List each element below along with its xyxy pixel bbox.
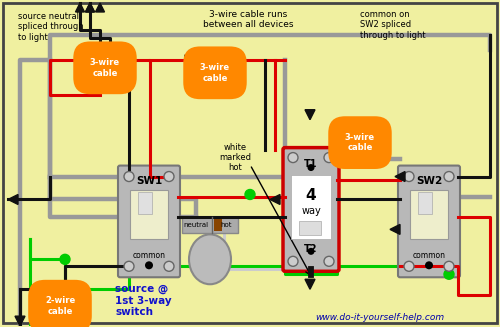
FancyBboxPatch shape xyxy=(118,165,180,277)
FancyBboxPatch shape xyxy=(283,147,339,271)
Circle shape xyxy=(425,261,433,269)
Text: source @
1st 3-way
switch: source @ 1st 3-way switch xyxy=(115,284,172,318)
Circle shape xyxy=(124,261,134,271)
Circle shape xyxy=(164,261,174,271)
Bar xyxy=(291,175,331,239)
Circle shape xyxy=(444,261,454,271)
Polygon shape xyxy=(86,3,94,12)
Bar xyxy=(182,217,238,233)
Circle shape xyxy=(288,153,298,163)
Text: 2-wire
cable: 2-wire cable xyxy=(45,297,75,316)
Circle shape xyxy=(164,172,174,181)
Circle shape xyxy=(145,261,153,269)
Text: www.do-it-yourself-help.com: www.do-it-yourself-help.com xyxy=(316,313,444,322)
Bar xyxy=(410,190,448,239)
Text: common: common xyxy=(132,251,166,260)
Text: common: common xyxy=(412,251,446,260)
Text: 4: 4 xyxy=(306,188,316,203)
Circle shape xyxy=(444,269,454,279)
Circle shape xyxy=(444,172,454,181)
Bar xyxy=(214,219,222,232)
Text: SW2: SW2 xyxy=(416,176,442,185)
Bar xyxy=(418,193,432,215)
Circle shape xyxy=(245,190,255,199)
Circle shape xyxy=(324,153,334,163)
FancyBboxPatch shape xyxy=(398,165,460,277)
Text: SW1: SW1 xyxy=(136,176,162,185)
Polygon shape xyxy=(305,279,315,289)
Text: T1: T1 xyxy=(304,159,318,169)
Text: neutral: neutral xyxy=(184,222,208,228)
Bar xyxy=(299,221,321,235)
Text: common on
SW2 spliced
through to light: common on SW2 spliced through to light xyxy=(360,10,426,40)
Polygon shape xyxy=(15,316,25,326)
Text: T2: T2 xyxy=(304,244,318,254)
Polygon shape xyxy=(76,3,84,12)
Circle shape xyxy=(60,254,70,264)
Ellipse shape xyxy=(189,234,231,284)
Circle shape xyxy=(308,248,314,255)
Polygon shape xyxy=(185,55,195,65)
Text: 3-wire
cable: 3-wire cable xyxy=(90,58,120,77)
Circle shape xyxy=(288,256,298,266)
Bar xyxy=(130,190,168,239)
Polygon shape xyxy=(185,67,195,77)
Text: 3-wire
cable: 3-wire cable xyxy=(200,63,230,82)
Circle shape xyxy=(324,256,334,266)
Text: 3-wire
cable: 3-wire cable xyxy=(345,133,375,152)
Polygon shape xyxy=(390,224,400,234)
Circle shape xyxy=(308,164,314,171)
Text: 3-wire cable runs
between all devices: 3-wire cable runs between all devices xyxy=(203,10,293,29)
Polygon shape xyxy=(8,195,18,204)
Polygon shape xyxy=(96,3,104,12)
Circle shape xyxy=(124,172,134,181)
Polygon shape xyxy=(270,195,280,204)
Polygon shape xyxy=(305,110,315,120)
Bar xyxy=(138,193,152,215)
Text: way: way xyxy=(301,206,321,216)
Text: source neutral
spliced through
to light: source neutral spliced through to light xyxy=(18,12,84,42)
Polygon shape xyxy=(86,3,94,12)
Text: hot: hot xyxy=(220,222,232,228)
Circle shape xyxy=(404,172,414,181)
Text: white
marked
hot: white marked hot xyxy=(219,143,251,172)
Polygon shape xyxy=(395,172,405,181)
Circle shape xyxy=(404,261,414,271)
